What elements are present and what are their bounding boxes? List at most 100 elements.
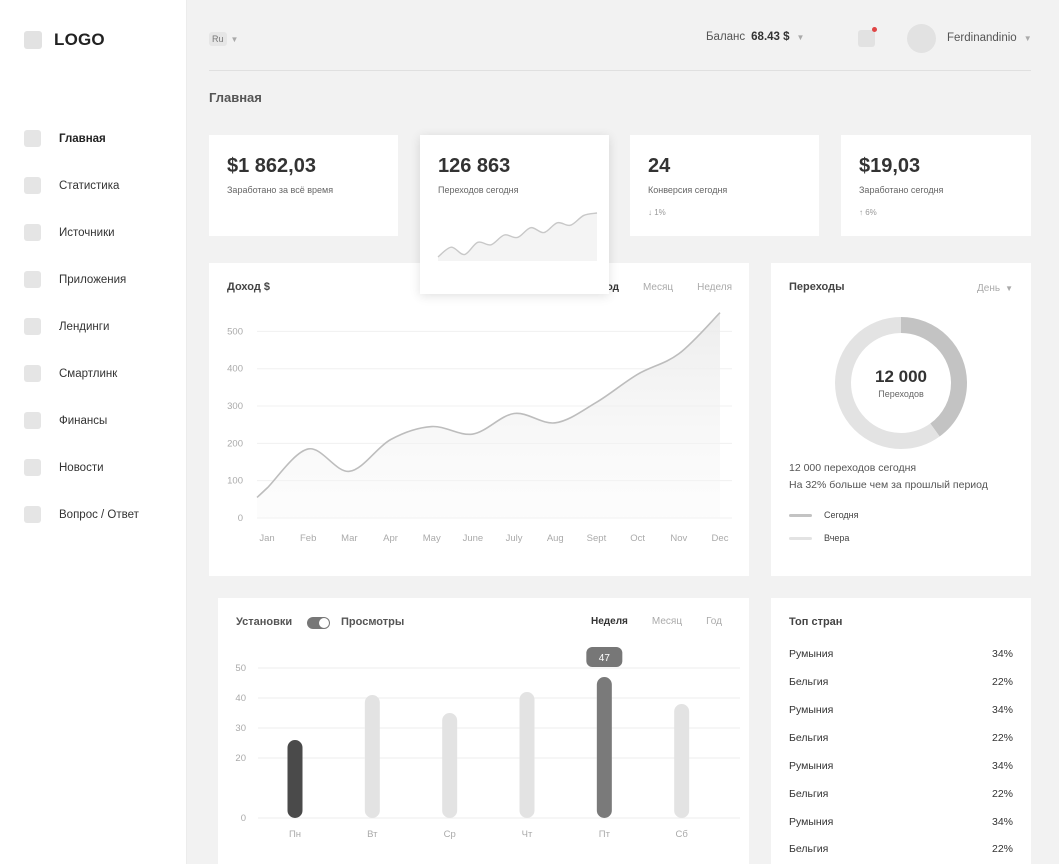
stat-label: Конверсия сегодня xyxy=(648,185,728,195)
sidebar-item-label: Главная xyxy=(59,132,106,145)
news-icon xyxy=(24,459,41,476)
x-tick-label: May xyxy=(423,533,441,544)
sidebar-item-landings[interactable]: Лендинги xyxy=(24,318,109,335)
tab-month[interactable]: Месяц xyxy=(651,616,683,627)
country-row: Бельгия 22% xyxy=(789,676,1013,688)
sidebar-item-label: Смартлинк xyxy=(59,367,118,380)
country-name: Бельгия xyxy=(789,843,829,855)
country-name: Бельгия xyxy=(789,732,829,744)
sidebar-item-label: Статистика xyxy=(59,179,120,192)
country-pct: 34% xyxy=(991,648,1013,660)
header-divider xyxy=(209,70,1031,71)
tab-month[interactable]: Месяц xyxy=(642,282,674,293)
legend-swatch xyxy=(789,513,812,517)
transitions-desc-compare: На 32% больше чем за прошлый период xyxy=(789,479,988,491)
stat-change-down: ↓ 1% xyxy=(648,208,666,217)
statistics-icon xyxy=(24,177,41,194)
x-tick-label: Чт xyxy=(522,829,533,840)
bar xyxy=(596,677,612,818)
legend-label: Сегодня xyxy=(824,510,859,520)
home-icon xyxy=(24,130,41,147)
x-tick-label: Apr xyxy=(383,533,398,544)
tab-year[interactable]: Год xyxy=(601,282,619,293)
tab-week[interactable]: Неделя xyxy=(591,616,628,627)
y-tick-label: 30 xyxy=(235,723,246,734)
logo-icon xyxy=(24,31,42,49)
apps-icon xyxy=(24,271,41,288)
sidebar-item-sources[interactable]: Источники xyxy=(24,224,115,241)
sidebar-item-news[interactable]: Новости xyxy=(24,459,104,476)
sidebar-item-faq[interactable]: Вопрос / Ответ xyxy=(24,506,139,523)
chevron-down-icon: ▼ xyxy=(1023,33,1032,43)
sidebar-item-smartlink[interactable]: Смартлинк xyxy=(24,365,117,382)
stat-change-up: ↑ 6% xyxy=(859,208,877,217)
language-badge: Ru xyxy=(209,32,227,46)
logo-text: LOGO xyxy=(54,30,105,49)
sidebar-item-label: Новости xyxy=(59,461,104,474)
sidebar-item-label: Финансы xyxy=(59,414,108,427)
income-period-tabs: Год Месяц Неделя xyxy=(577,282,732,293)
stat-card-clicks-today[interactable]: 126 863 Переходов сегодня xyxy=(420,135,609,294)
bar xyxy=(442,713,458,818)
x-tick-label: July xyxy=(506,533,523,544)
finance-icon xyxy=(24,412,41,429)
donut-total: 12 000 xyxy=(875,367,927,386)
sidebar-item-label: Лендинги xyxy=(59,320,110,333)
period-value: День xyxy=(977,283,1001,294)
faq-icon xyxy=(24,506,41,523)
balance-label: Баланс xyxy=(706,31,746,43)
country-name: Румыния xyxy=(789,704,834,716)
tab-year[interactable]: Год xyxy=(706,616,722,627)
income-area xyxy=(257,312,720,518)
y-tick-label: 200 xyxy=(227,438,243,449)
smartlink-icon xyxy=(24,365,41,382)
sidebar-item-apps[interactable]: Приложения xyxy=(24,271,126,288)
bar xyxy=(519,692,535,818)
sidebar-item-statistics[interactable]: Статистика xyxy=(24,177,119,194)
y-tick-label: 0 xyxy=(238,513,243,524)
installs-period-tabs: Неделя Месяц Год xyxy=(567,616,722,627)
y-tick-label: 500 xyxy=(227,326,243,337)
donut-slice-yesterday xyxy=(835,317,967,449)
x-tick-label: Nov xyxy=(670,533,687,544)
country-pct: 22% xyxy=(991,732,1013,744)
x-tick-label: June xyxy=(463,533,484,544)
balance-dropdown[interactable]: Баланс 68.43 $ ▼ xyxy=(706,31,804,43)
tab-week[interactable]: Неделя xyxy=(697,282,732,293)
notification-bell-icon[interactable] xyxy=(858,27,877,47)
stat-card-conversion: 24 Конверсия сегодня ↓ 1% xyxy=(630,135,819,236)
sidebar-item-label: Приложения xyxy=(59,273,127,286)
legend-today: Сегодня xyxy=(789,510,859,520)
x-tick-label: Mar xyxy=(341,533,357,544)
notification-dot xyxy=(872,27,877,32)
period-dropdown[interactable]: День ▼ xyxy=(977,283,1013,294)
legend-label: Вчера xyxy=(824,533,850,543)
stat-value: 126 863 xyxy=(438,155,511,177)
installs-views-toggle[interactable] xyxy=(307,617,330,629)
x-tick-label: Пн xyxy=(289,829,301,840)
country-pct: 22% xyxy=(991,788,1013,800)
country-row: Бельгия 22% xyxy=(789,788,1013,800)
x-tick-label: Вт xyxy=(367,829,378,840)
balance-value: 68.43 $ xyxy=(751,31,790,43)
country-name: Румыния xyxy=(789,648,834,660)
country-row: Румыния 34% xyxy=(789,648,1013,660)
stat-card-earned-today: $19,03 Заработано сегодня ↑ 6% xyxy=(841,135,1031,236)
y-tick-label: 40 xyxy=(235,693,246,704)
y-tick-label: 400 xyxy=(227,364,243,375)
income-title: Доход $ xyxy=(227,281,270,293)
avatar[interactable] xyxy=(907,24,936,53)
sidebar-item-finance[interactable]: Финансы xyxy=(24,412,107,429)
bar xyxy=(364,695,380,818)
sparkline-area xyxy=(438,213,597,261)
stat-value: $1 862,03 xyxy=(227,155,316,177)
sidebar-item-main[interactable]: Главная xyxy=(24,130,106,147)
toggle-knob xyxy=(319,618,329,628)
legend-swatch xyxy=(789,536,812,540)
views-label: Просмотры xyxy=(341,616,405,628)
logo[interactable]: LOGO xyxy=(24,30,105,50)
language-select[interactable]: Ru ▼ xyxy=(209,32,238,46)
stat-label: Заработано сегодня xyxy=(859,185,944,195)
user-menu[interactable]: Ferdinandinio ▼ xyxy=(947,32,1032,44)
country-row: Бельгия 22% xyxy=(789,843,1013,855)
